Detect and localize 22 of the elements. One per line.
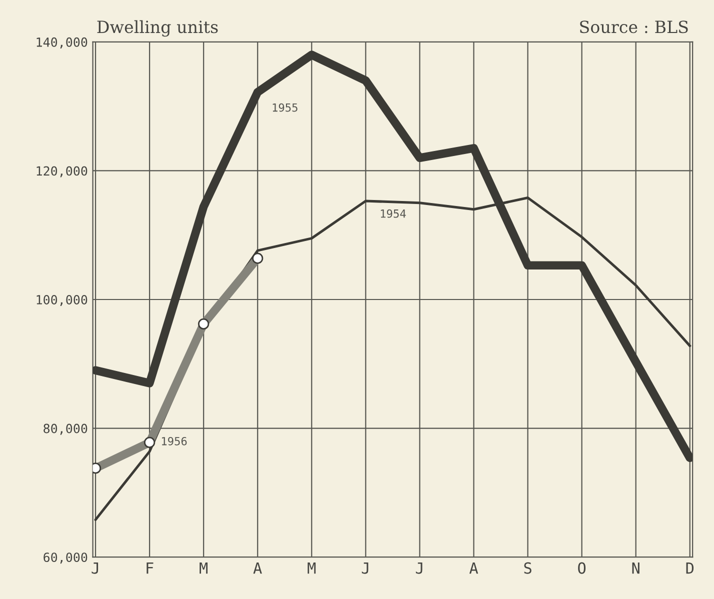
x-tick-label: J — [362, 562, 368, 574]
series-label: 1955 — [272, 103, 298, 112]
x-tick-label: S — [524, 562, 532, 574]
y-axis-title: Dwelling units — [97, 20, 218, 37]
y-tick-label: 100,000 — [36, 295, 88, 306]
x-tick-label: D — [686, 562, 694, 574]
y-tick-label: 140,000 — [36, 37, 88, 48]
x-tick-label: N — [632, 562, 640, 574]
x-tick-label: F — [146, 562, 154, 574]
source-note: Source : BLS — [580, 20, 688, 34]
x-tick-label: A — [469, 562, 478, 574]
x-tick-label: O — [578, 562, 586, 574]
x-tick-label: J — [416, 562, 422, 574]
x-tick-label: J — [92, 562, 98, 574]
series-label: 1954 — [380, 209, 406, 218]
y-tick-label: 60,000 — [44, 552, 88, 564]
x-tick-label: A — [253, 562, 262, 574]
x-tick-label: M — [308, 562, 316, 574]
y-tick-label: 120,000 — [36, 166, 88, 178]
x-tick-label: M — [200, 562, 208, 574]
series-label: 1956 — [162, 436, 187, 446]
y-tick-label: 80,000 — [44, 424, 88, 435]
